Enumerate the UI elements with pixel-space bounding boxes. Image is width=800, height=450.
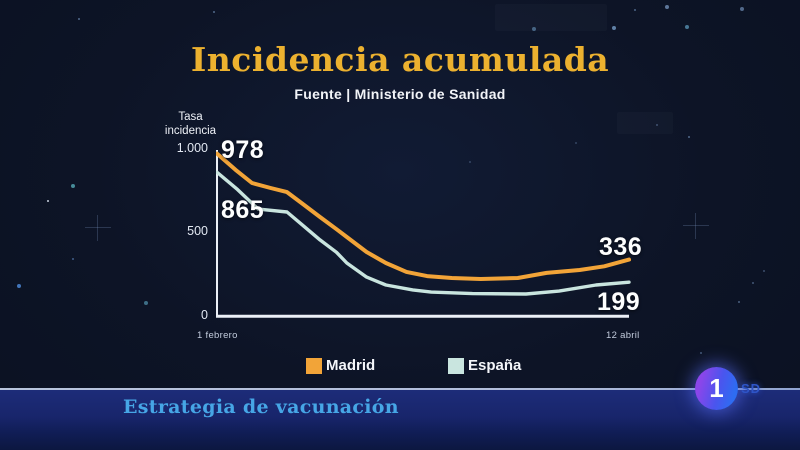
y-axis-title: Tasa incidencia [164,111,217,137]
footer-band [0,390,800,450]
legend-item-madrid: Madrid [306,357,375,374]
legend-item-espana: España [448,357,521,374]
page-title: Incidencia acumulada [190,40,610,79]
star-cross-icon [683,213,709,239]
star-cross-icon [85,215,111,241]
sd-badge: SD [741,381,762,396]
channel-logo-la1: 1 [695,367,738,410]
background-noise-patch [617,112,673,134]
espana-color-swatch-icon [448,357,464,374]
footer-separator-line [0,388,800,390]
background-noise-patch [495,4,607,31]
x-label-end: 12 abril [606,330,640,341]
source-line: Fuente | Ministerio de Sanidad [294,86,506,102]
value-label-madrid-end: 336 [599,233,643,261]
plot-svg [216,150,631,318]
y-tick-500: 500 [187,224,208,238]
channel-number: 1 [709,373,724,403]
y-tick-0: 0 [201,308,208,322]
ticker-text: Estrategia de vacunación [123,396,399,418]
legend-label-madrid: Madrid [326,357,376,374]
starfield [0,0,2,2]
y-tick-1000: 1.000 [176,141,208,155]
value-label-madrid-start: 978 [221,136,265,164]
madrid-color-swatch-icon [306,357,322,374]
value-label-espana-end: 199 [597,288,641,316]
legend-label-espana: España [468,357,522,374]
value-label-espana-start: 865 [221,196,265,224]
x-label-start: 1 febrero [197,330,238,341]
